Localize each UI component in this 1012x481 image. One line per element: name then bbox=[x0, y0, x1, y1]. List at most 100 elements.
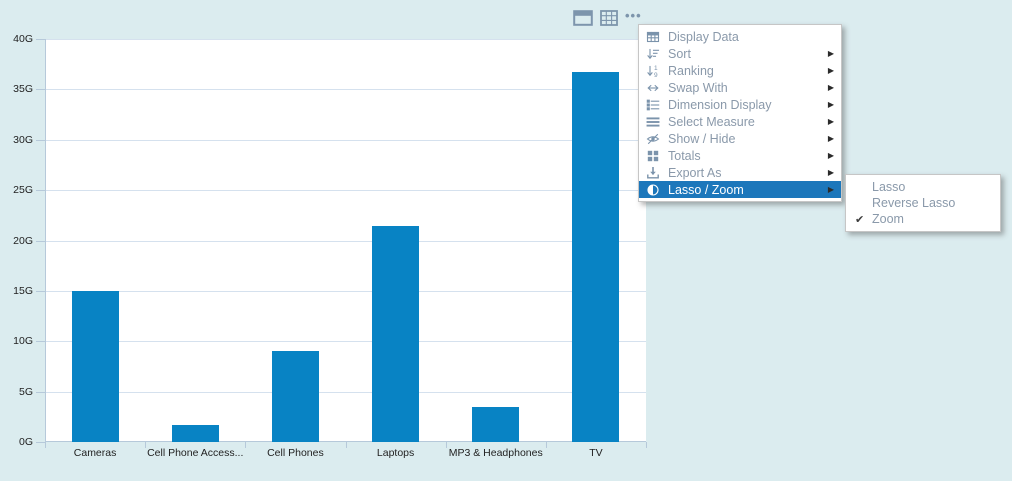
submenu-item-lasso[interactable]: Lasso bbox=[846, 179, 1000, 195]
x-axis-tick bbox=[445, 442, 447, 448]
bar-tv[interactable] bbox=[572, 72, 620, 442]
gridline bbox=[46, 39, 646, 40]
submenu-arrow-icon: ▶ bbox=[827, 82, 834, 92]
x-axis-label: Cell Phones bbox=[267, 447, 324, 459]
y-axis-tick bbox=[36, 139, 45, 141]
y-axis-label: 25G bbox=[13, 184, 33, 197]
export-icon bbox=[646, 166, 661, 180]
x-axis-tick bbox=[646, 442, 647, 448]
show-hide-icon bbox=[646, 132, 661, 146]
y-axis-label: 15G bbox=[13, 284, 33, 297]
y-axis-tick bbox=[36, 442, 45, 443]
submenu-arrow-icon: ▶ bbox=[827, 116, 834, 126]
menu-item-dimension-display[interactable]: Dimension Display ▶ bbox=[639, 96, 841, 113]
y-axis-tick bbox=[36, 391, 45, 393]
gridline bbox=[46, 139, 646, 141]
select-measure-icon bbox=[646, 115, 661, 129]
y-axis-label: 20G bbox=[13, 234, 33, 247]
y-axis-label: 0G bbox=[18, 436, 33, 448]
y-axis-tick bbox=[36, 39, 45, 40]
bar-mp3-headphones[interactable] bbox=[472, 406, 520, 442]
window-icon[interactable] bbox=[573, 10, 593, 26]
submenu-item-reverse-lasso[interactable]: Reverse Lasso bbox=[846, 195, 1000, 211]
x-axis-label: MP3 & Headphones bbox=[448, 447, 543, 459]
y-axis-label: 10G bbox=[13, 335, 33, 348]
gridline bbox=[46, 240, 646, 242]
gridline bbox=[46, 341, 646, 343]
submenu-item-label: Reverse Lasso bbox=[872, 196, 956, 210]
menu-item-totals[interactable]: Totals ▶ bbox=[639, 147, 841, 164]
x-axis-label: TV bbox=[589, 447, 603, 459]
menu-item-label: Swap With bbox=[668, 80, 728, 95]
menu-item-select-measure[interactable]: Select Measure ▶ bbox=[639, 113, 841, 130]
menu-item-label: Sort bbox=[668, 46, 691, 61]
y-axis-tick bbox=[36, 190, 45, 192]
x-axis-tick bbox=[345, 442, 347, 448]
lasso-zoom-icon bbox=[646, 183, 661, 197]
menu-item-label: Show / Hide bbox=[668, 131, 736, 146]
context-menu: Display Data Sort ▶ 1 9 Ranking ▶ Swap With ▶ Dim… bbox=[638, 24, 842, 202]
y-axis-tick bbox=[36, 89, 45, 91]
menu-item-sort[interactable]: Sort ▶ bbox=[639, 45, 841, 62]
y-axis-label: 40G bbox=[13, 33, 33, 45]
menu-item-label: Lasso / Zoom bbox=[668, 182, 744, 197]
menu-item-display-data[interactable]: Display Data bbox=[639, 28, 841, 45]
y-axis-tick bbox=[36, 341, 45, 343]
bar-cell-phone-access[interactable] bbox=[171, 424, 219, 442]
x-axis-tick bbox=[245, 442, 247, 448]
menu-item-ranking[interactable]: 1 9 Ranking ▶ bbox=[639, 62, 841, 79]
dimension-display-icon bbox=[646, 98, 661, 112]
submenu-arrow-icon: ▶ bbox=[827, 133, 834, 143]
x-axis-tick bbox=[45, 442, 46, 448]
menu-item-label: Display Data bbox=[668, 29, 739, 44]
menu-item-label: Select Measure bbox=[668, 114, 755, 129]
svg-text:1: 1 bbox=[654, 65, 658, 72]
bar-cell-phones[interactable] bbox=[271, 351, 319, 442]
submenu-arrow-icon: ▶ bbox=[827, 167, 834, 177]
x-axis-tick bbox=[145, 442, 147, 448]
svg-text:9: 9 bbox=[654, 71, 658, 77]
submenu-item-zoom[interactable]: ✔ Zoom bbox=[846, 211, 1000, 227]
chart-plot-area[interactable] bbox=[45, 39, 646, 442]
menu-item-label: Totals bbox=[668, 148, 701, 163]
y-axis-label: 30G bbox=[13, 133, 33, 146]
gridline bbox=[46, 290, 646, 292]
submenu-arrow-icon: ▶ bbox=[827, 99, 834, 109]
bar-cameras[interactable] bbox=[71, 290, 119, 442]
gridline bbox=[46, 391, 646, 393]
x-axis-label: Laptops bbox=[376, 447, 415, 459]
y-axis-label: 5G bbox=[18, 385, 33, 398]
y-axis-label: 35G bbox=[13, 83, 33, 96]
submenu-arrow-icon: ▶ bbox=[827, 184, 834, 194]
y-axis-tick bbox=[36, 290, 45, 292]
menu-item-export-as[interactable]: Export As ▶ bbox=[639, 164, 841, 181]
checkmark-icon: ✔ bbox=[855, 213, 865, 226]
swap-icon bbox=[646, 81, 661, 95]
menu-item-show-hide[interactable]: Show / Hide ▶ bbox=[639, 130, 841, 147]
submenu-item-label: Lasso bbox=[872, 180, 906, 194]
sort-icon bbox=[646, 47, 661, 61]
menu-item-lasso-zoom[interactable]: Lasso / Zoom ▶ bbox=[639, 181, 841, 198]
x-axis-tick bbox=[545, 442, 547, 448]
bar-laptops[interactable] bbox=[372, 226, 420, 442]
submenu-item-label: Zoom bbox=[872, 212, 904, 226]
table-icon[interactable] bbox=[600, 10, 618, 26]
gridline bbox=[46, 190, 646, 192]
totals-icon bbox=[646, 149, 661, 163]
x-axis-label: Cameras bbox=[73, 447, 117, 459]
lasso-zoom-submenu: Lasso Reverse Lasso ✔ Zoom bbox=[845, 174, 1001, 232]
x-axis-label: Cell Phone Access... bbox=[147, 447, 244, 459]
menu-item-swap-with[interactable]: Swap With ▶ bbox=[639, 79, 841, 96]
submenu-arrow-icon: ▶ bbox=[827, 65, 834, 75]
menu-item-label: Ranking bbox=[668, 63, 714, 78]
submenu-arrow-icon: ▶ bbox=[827, 150, 834, 160]
gridline bbox=[46, 89, 646, 91]
more-options-icon[interactable]: ••• bbox=[625, 8, 642, 23]
y-axis-tick bbox=[36, 240, 45, 242]
submenu-arrow-icon: ▶ bbox=[827, 48, 834, 58]
menu-item-label: Dimension Display bbox=[668, 97, 772, 112]
display-data-icon bbox=[646, 30, 661, 44]
menu-item-label: Export As bbox=[668, 165, 722, 180]
